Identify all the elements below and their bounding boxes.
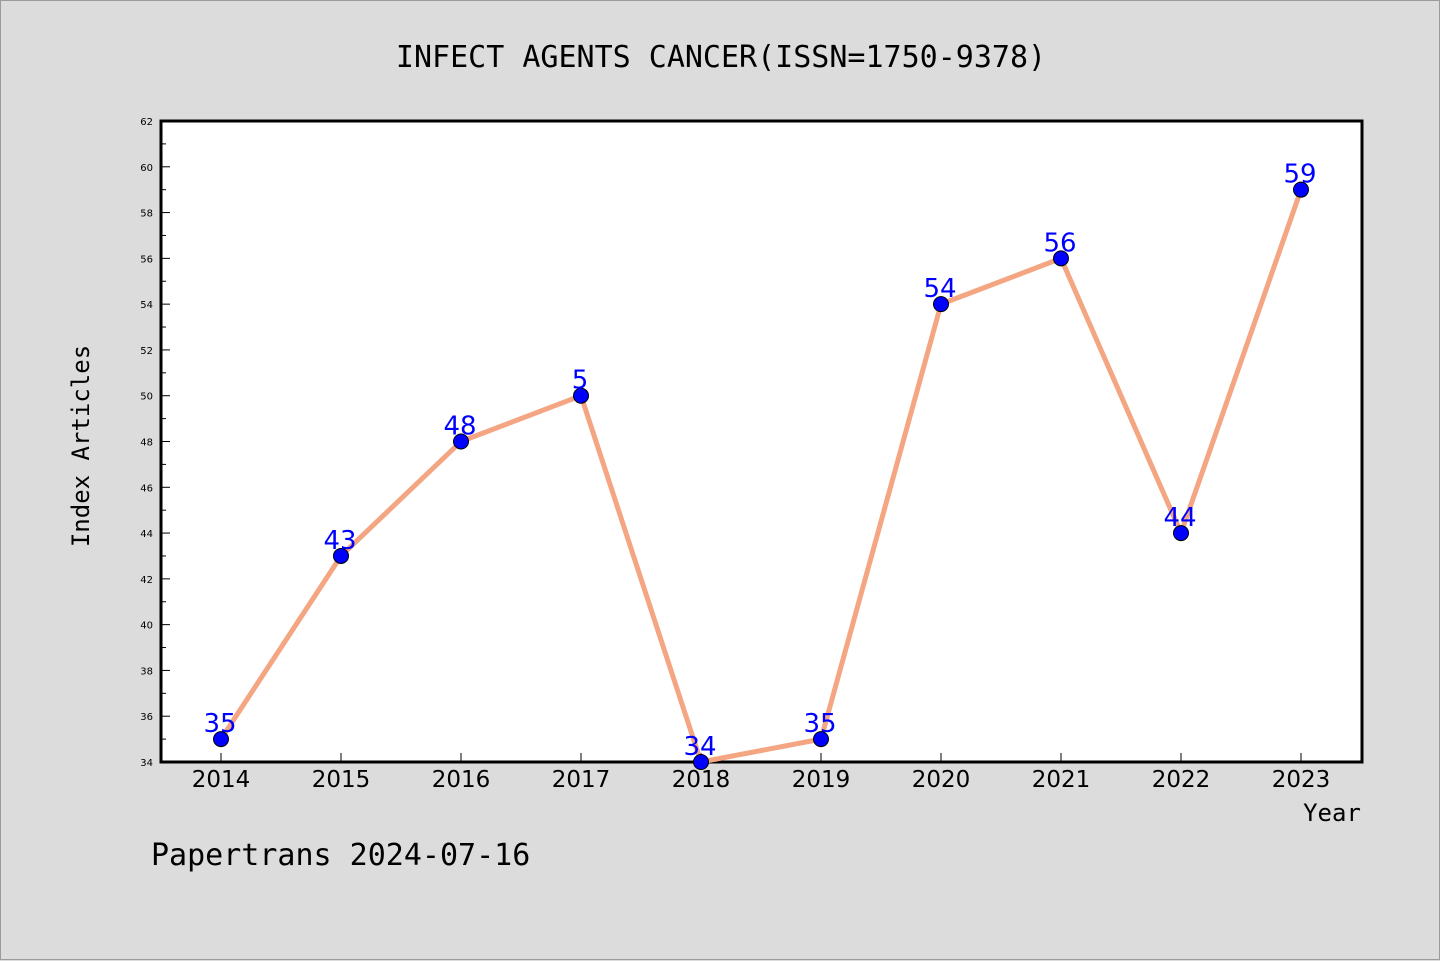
x-tick-label: 2014 [192,767,251,793]
x-axis-label: Year [1303,799,1361,827]
data-point [453,433,469,450]
plot-area [159,119,1364,764]
data-point [573,387,589,404]
data-label: 34 [683,732,716,762]
series-line [218,187,1304,765]
data-label: 56 [1043,228,1076,258]
data-point [333,547,349,564]
y-tick-label: 34 [140,758,153,769]
y-tick-label: 54 [140,300,153,311]
data-label: 54 [923,274,956,304]
x-tick-label: 2016 [432,767,491,793]
y-tick-label: 48 [140,438,153,449]
y-tick-label: 46 [140,483,153,494]
data-point [693,754,709,770]
data-label: 59 [1283,160,1316,190]
series-group: 35 43 48 5 34 35 54 56 44 59 [203,160,1317,770]
y-tick-label: 38 [140,666,153,677]
y-tick-label: 62 [140,117,153,128]
y-axis-label: Index Articles [67,345,95,547]
x-tick-label: 2020 [912,767,971,793]
data-point [213,731,229,748]
y-tick-label: 36 [140,712,153,723]
x-tick-label: 2021 [1032,767,1091,793]
data-label: 35 [803,709,836,739]
y-tick-label: 42 [140,575,153,586]
data-point [1053,250,1069,267]
chart-title: INFECT AGENTS CANCER(ISSN=1750-9378) [396,40,1046,75]
footer-text: Papertrans 2024-07-16 [151,838,530,873]
data-label: 5 [572,366,589,396]
x-tick-label: 2022 [1152,767,1211,793]
x-tick-label: 2017 [552,767,611,793]
y-tick-label: 60 [140,163,153,174]
data-point [933,296,949,313]
y-tick-label: 52 [140,346,153,357]
data-label: 44 [1163,503,1196,533]
x-tick-label: 2023 [1272,767,1331,793]
x-axis-ticks: 2014 2015 2016 2017 2018 2019 2020 2021 2022 2023 [192,753,1331,793]
y-tick-label: 56 [140,254,153,265]
x-tick-label: 2015 [312,767,371,793]
data-label: 43 [323,526,356,556]
data-point [1173,525,1189,542]
data-label: 35 [203,709,236,739]
data-point [813,731,829,748]
x-tick-label: 2018 [672,767,731,793]
y-tick-label: 40 [140,621,153,632]
y-tick-label: 50 [140,392,153,403]
y-axis-ticks: 34 36 38 40 42 44 46 48 50 52 54 56 58 60 62 [140,117,170,769]
y-tick-label: 44 [140,529,153,540]
y-tick-label: 58 [140,209,153,220]
x-tick-label: 2019 [792,767,851,793]
data-label: 48 [443,412,476,442]
data-point [1293,181,1309,198]
